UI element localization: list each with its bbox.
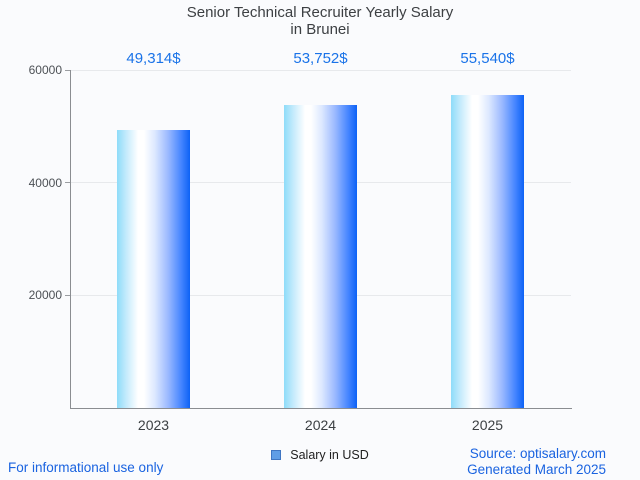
chart-title: Senior Technical Recruiter Yearly Salary… <box>0 4 640 38</box>
legend: Salary in USD <box>0 448 640 462</box>
bar-value-label: 49,314$ <box>126 50 181 67</box>
y-axis-line <box>70 70 71 408</box>
x-axis-category-label: 2025 <box>471 417 504 433</box>
legend-label: Salary in USD <box>290 448 369 462</box>
y-axis-tick <box>65 294 70 296</box>
x-axis-category-label: 2023 <box>137 417 170 433</box>
y-axis-tick-label: 20000 <box>28 288 62 303</box>
source-link: Source: optisalary.com <box>469 446 606 461</box>
chart-title-line1: Senior Technical Recruiter Yearly Salary <box>186 4 454 21</box>
y-axis-tick-label: 40000 <box>28 175 62 190</box>
chart-title-line2: in Brunei <box>290 21 350 38</box>
x-axis-line <box>70 408 572 409</box>
bar <box>284 105 357 408</box>
legend-swatch-icon <box>271 450 282 460</box>
y-axis-tick <box>65 69 70 71</box>
gridline <box>70 69 571 71</box>
source-block: Source: optisalary.com Generated March 2… <box>467 446 606 477</box>
disclaimer-note: For informational use only <box>8 460 164 475</box>
x-axis-category-label: 2024 <box>304 417 337 433</box>
y-axis-tick-label: 60000 <box>28 63 62 77</box>
bar-value-label: 53,752$ <box>293 50 348 67</box>
generated-date: Generated March 2025 <box>467 461 606 477</box>
y-axis-tick <box>65 182 70 184</box>
bar <box>117 130 190 408</box>
bar-value-label: 55,540$ <box>460 50 515 67</box>
bar <box>451 95 524 408</box>
